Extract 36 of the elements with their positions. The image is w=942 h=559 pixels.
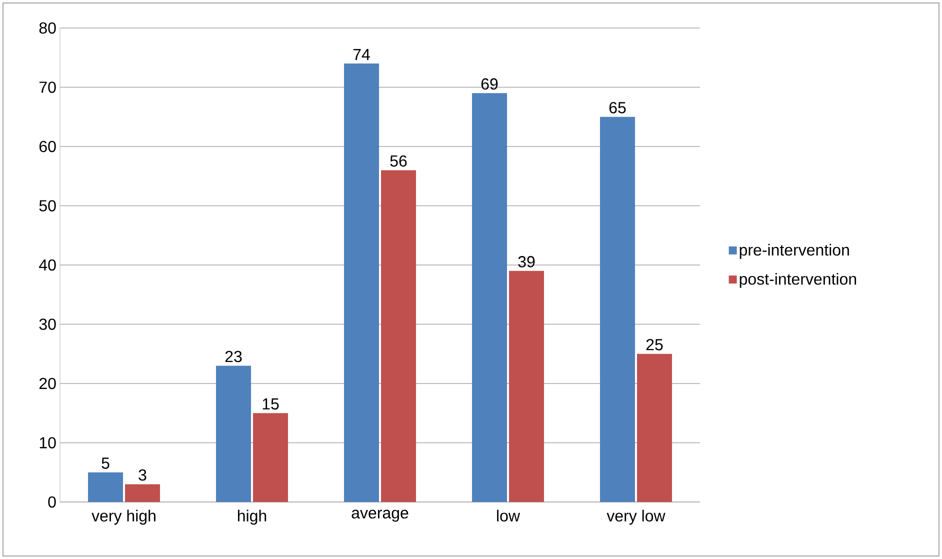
x-tick-label: very low xyxy=(606,510,666,525)
data-label: 23 xyxy=(225,350,242,362)
y-tick-label: 70 xyxy=(40,82,56,93)
data-label: 25 xyxy=(646,339,663,350)
bar xyxy=(381,170,416,502)
bar xyxy=(600,116,636,502)
x-tick-label: low xyxy=(497,510,520,522)
data-label: 39 xyxy=(518,256,535,268)
data-label: 69 xyxy=(481,78,498,90)
bar xyxy=(637,354,672,502)
y-tick-label: 40 xyxy=(39,259,56,271)
data-label: 74 xyxy=(353,49,370,60)
bar xyxy=(253,413,288,502)
bar xyxy=(216,366,252,502)
data-label: 15 xyxy=(262,398,279,410)
y-tick-label: 60 xyxy=(40,140,56,152)
legend-label: pre-intervention xyxy=(740,244,849,259)
data-label: 56 xyxy=(390,155,407,167)
data-label: 3 xyxy=(138,469,146,481)
bar xyxy=(344,64,380,502)
y-tick-label: 50 xyxy=(39,200,56,212)
bar xyxy=(125,484,160,502)
y-tick-label: 20 xyxy=(39,378,56,390)
x-tick-label: very high xyxy=(92,510,156,525)
bar xyxy=(472,93,508,502)
bar xyxy=(509,270,544,502)
x-tick-label: high xyxy=(238,510,266,525)
y-tick-label: 10 xyxy=(40,437,56,448)
legend-label: post-intervention xyxy=(740,272,856,288)
y-tick-label: 0 xyxy=(48,496,56,508)
data-label: 5 xyxy=(102,458,110,469)
x-tick-label: average xyxy=(352,510,408,522)
y-tick-label: 80 xyxy=(39,22,56,34)
y-tick-label: 30 xyxy=(39,318,56,330)
bar xyxy=(88,472,124,502)
data-label: 65 xyxy=(609,102,626,114)
